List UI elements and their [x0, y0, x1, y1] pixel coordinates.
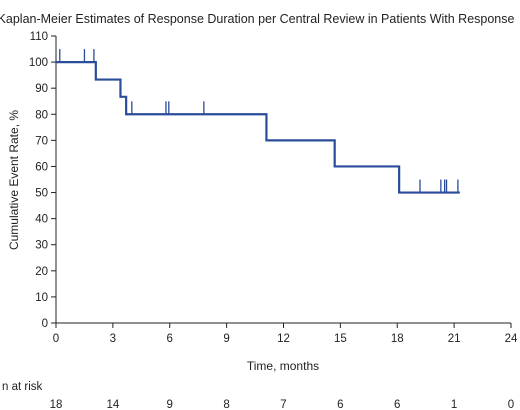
y-tick-label: 110	[30, 31, 48, 43]
y-tick-label: 70	[35, 135, 48, 147]
x-axis-label: Time, months	[247, 359, 319, 373]
y-tick-label: 60	[35, 161, 48, 173]
at-risk-count: 9	[167, 399, 173, 410]
x-tick-label: 6	[167, 333, 173, 345]
x-tick-label: 21	[448, 333, 461, 345]
at-risk-count: 1	[451, 399, 457, 410]
y-tick-label: 40	[35, 214, 48, 226]
y-tick-label: 30	[35, 240, 48, 252]
x-tick-label: 12	[277, 333, 290, 345]
y-tick-label: 20	[35, 266, 48, 278]
km-step-line	[56, 60, 460, 194]
y-tick-label: 10	[35, 292, 48, 304]
at-risk-count: 7	[280, 399, 286, 410]
at-risk-label: n at risk	[2, 381, 43, 393]
x-tick-label: 15	[334, 333, 347, 345]
x-tick-label: 18	[391, 333, 404, 345]
x-tick-label: 24	[505, 333, 518, 345]
y-tick-label: 90	[35, 83, 48, 95]
x-tick-label: 3	[110, 333, 116, 345]
at-risk-count: 6	[337, 399, 343, 410]
x-tick-label: 0	[53, 333, 59, 345]
y-axis-label: Cumulative Event Rate, %	[7, 110, 21, 250]
chart-title: Kaplan-Meier Estimates of Response Durat…	[0, 12, 514, 26]
at-risk-count: 8	[223, 399, 229, 410]
series-layer	[56, 49, 460, 194]
at-risk-row: 18 14 9 8 7 6 6 1 0	[50, 399, 515, 410]
y-tick-label: 100	[29, 57, 48, 69]
y-tick-label: 80	[35, 109, 48, 121]
y-tick-label: 50	[35, 188, 48, 200]
ticks: 0 10 20 30 40 50 60 70 80 90 100 110 0 3 6 9 12 15 18 21 24	[29, 31, 518, 345]
at-risk-count: 6	[394, 399, 400, 410]
x-tick-label: 9	[223, 333, 229, 345]
at-risk-count: 18	[50, 399, 63, 410]
at-risk-count: 0	[508, 399, 514, 410]
axes	[55, 36, 511, 324]
at-risk-count: 14	[106, 399, 119, 410]
y-tick-label: 0	[42, 318, 48, 330]
